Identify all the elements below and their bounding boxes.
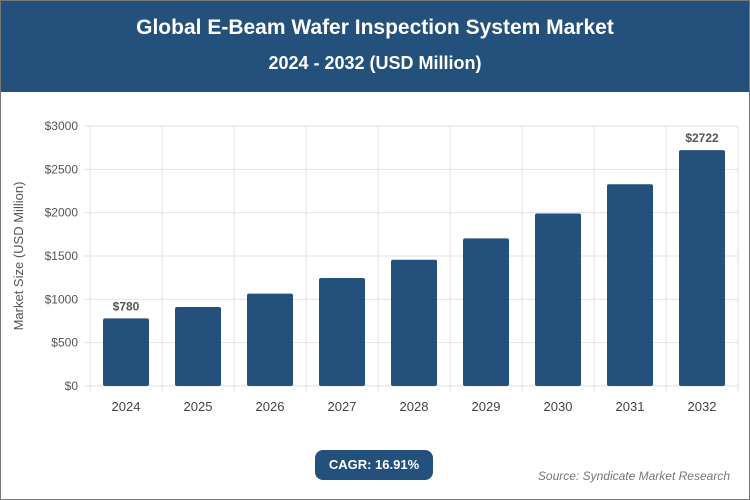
y-axis-title: Market Size (USD Million) [11, 182, 26, 331]
y-tick-label: $500 [51, 336, 78, 350]
data-label: $780 [113, 299, 140, 313]
x-tick-label: 2030 [544, 399, 573, 414]
chart-subtitle: 2024 - 2032 (USD Million) [268, 53, 482, 73]
x-tick-label: 2026 [256, 399, 285, 414]
y-tick-label: $1000 [45, 292, 79, 306]
source-note: Source: Syndicate Market Research [537, 469, 730, 483]
x-tick-label: 2027 [328, 399, 357, 414]
x-tick-label: 2031 [616, 399, 645, 414]
bar-2024 [103, 318, 149, 386]
x-tick-label: 2029 [472, 399, 501, 414]
x-tick-label: 2025 [184, 399, 213, 414]
bar-2027 [319, 278, 365, 386]
chart-title: Global E-Beam Wafer Inspection System Ma… [136, 16, 614, 39]
y-tick-label: $3000 [45, 119, 79, 133]
bar-2029 [463, 238, 509, 386]
bar-2025 [175, 306, 221, 386]
chart-header: Global E-Beam Wafer Inspection System Ma… [1, 1, 749, 92]
bar-2028 [391, 259, 437, 386]
data-label: $2722 [685, 131, 719, 145]
cagr-badge: CAGR: 16.91% [315, 450, 433, 480]
y-tick-label: $2000 [45, 206, 79, 220]
bar-2026 [247, 293, 293, 386]
y-tick-label: $0 [65, 379, 79, 393]
bar-2032 [679, 150, 725, 386]
x-tick-label: 2028 [400, 399, 429, 414]
bar-2031 [607, 184, 653, 386]
x-tick-label: 2024 [112, 399, 141, 414]
y-tick-label: $2500 [45, 162, 79, 176]
x-tick-label: 2032 [688, 399, 717, 414]
bar-2030 [535, 213, 581, 386]
y-tick-label: $1500 [45, 249, 79, 263]
